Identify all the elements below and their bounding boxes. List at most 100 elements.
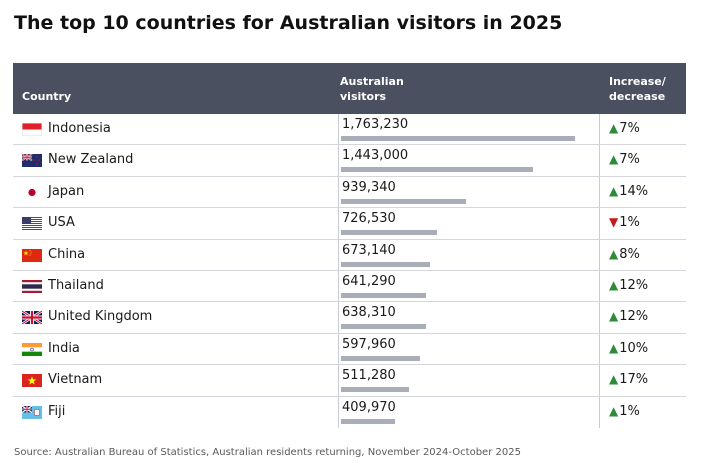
country-name: New Zealand [48, 152, 134, 168]
header-change-line2: decrease [609, 90, 666, 103]
table-header: Country Australian visitors Increase/ de… [13, 63, 686, 114]
triangle-up-icon: ▲ [609, 403, 619, 418]
visitors-cell: 1,443,000 [338, 145, 600, 176]
visitors-bar [341, 136, 575, 141]
change-value: 1% [619, 215, 640, 231]
change-cell: ▲1% [609, 404, 640, 419]
change-cell: ▲8% [609, 247, 640, 262]
visitors-value: 638,310 [342, 305, 396, 321]
visitors-bar [341, 418, 396, 424]
visitors-bar [341, 167, 533, 173]
chart-title: The top 10 countries for Australian visi… [14, 12, 563, 34]
visitors-cell: 511,280 [338, 365, 600, 396]
visitors-value: 1,763,230 [342, 117, 409, 132]
change-value: 12% [619, 277, 649, 293]
visitors-cell: 673,140 [338, 239, 600, 270]
triangle-up-icon: ▲ [609, 340, 619, 355]
change-value: 1% [619, 403, 640, 419]
header-visitors-line1: Australian [340, 75, 404, 88]
visitors-cell: 1,763,230 [338, 114, 600, 145]
india-flag-icon [22, 342, 42, 356]
table-row: New Zealand 1,443,000 ▲7% [13, 145, 686, 177]
change-cell: ▲12% [609, 278, 648, 293]
table-row: China 673,140 ▲8% [13, 239, 686, 271]
visitors-cell: 939,340 [338, 176, 600, 208]
usa-flag-icon [22, 217, 42, 231]
visitors-bar [341, 261, 431, 267]
visitors-cell: 597,960 [338, 333, 600, 365]
country-name: Vietnam [48, 372, 103, 388]
change-cell: ▲7% [609, 152, 640, 167]
country-name: United Kingdom [48, 309, 153, 325]
visitors-cell: 641,290 [338, 270, 600, 302]
country-name: Indonesia [48, 121, 111, 136]
change-value: 8% [619, 246, 640, 262]
country-name: USA [48, 215, 75, 231]
change-cell: ▲14% [609, 184, 648, 199]
visitors-value: 673,140 [342, 242, 396, 258]
china-flag-icon [22, 248, 42, 262]
triangle-up-icon: ▲ [609, 277, 619, 292]
change-value: 7% [619, 152, 640, 168]
change-cell: ▼1% [609, 215, 640, 230]
fiji-flag-icon [22, 405, 42, 419]
visitors-cell: 409,970 [338, 396, 600, 428]
change-cell: ▲17% [609, 372, 648, 387]
visitors-value: 939,340 [342, 179, 396, 195]
country-name: Fiji [48, 403, 66, 419]
new-zealand-flag-icon [22, 154, 42, 168]
change-value: 14% [619, 183, 649, 199]
header-change-line1: Increase/ [609, 75, 666, 88]
visitors-cell: 726,530 [338, 208, 600, 239]
change-value: 10% [619, 340, 649, 356]
table-row: Thailand 641,290 ▲12% [13, 270, 686, 303]
table-body: Indonesia 1,763,230 ▲7% New Zealand 1,443,00… [13, 114, 686, 428]
visitors-value: 641,290 [342, 273, 396, 289]
visitors-value: 409,970 [342, 399, 396, 415]
visitors-value: 1,443,000 [342, 148, 409, 164]
table-row: USA 726,530 ▼1% [13, 208, 686, 240]
table-row: Vietnam 511,280 ▲17% [13, 365, 686, 397]
header-visitors-line2: visitors [340, 90, 387, 103]
country-name: Japan [48, 183, 85, 199]
triangle-up-icon: ▲ [609, 372, 619, 387]
indonesia-flag-icon [22, 123, 42, 136]
triangle-up-icon: ▲ [609, 246, 619, 261]
country-name: Thailand [48, 277, 104, 293]
table-row: United Kingdom 638,310 ▲12% [13, 302, 686, 334]
country-name: China [48, 246, 86, 262]
change-cell: ▲7% [609, 121, 640, 136]
triangle-up-icon: ▲ [609, 183, 619, 198]
change-value: 12% [619, 309, 649, 325]
triangle-up-icon: ▲ [609, 309, 619, 324]
table-row: Japan 939,340 ▲14% [13, 176, 686, 209]
japan-flag-icon [22, 185, 42, 199]
header-country: Country [22, 90, 72, 103]
visitors-value: 597,960 [342, 336, 396, 352]
table-row: Indonesia 1,763,230 ▲7% [13, 114, 686, 146]
visitors-bar [341, 387, 409, 393]
change-cell: ▲12% [609, 309, 648, 324]
triangle-up-icon: ▲ [609, 152, 619, 167]
change-value: 7% [619, 121, 640, 136]
thailand-flag-icon [22, 279, 42, 293]
visitors-value: 511,280 [342, 368, 396, 384]
table-row: India 597,960 ▲10% [13, 333, 686, 366]
change-value: 17% [619, 372, 649, 388]
visitors-bar [341, 355, 421, 361]
visitors-bar [341, 292, 427, 298]
visitors-value: 726,530 [342, 211, 396, 227]
header-visitors: Australian visitors [340, 74, 430, 104]
visitors-table: Country Australian visitors Increase/ de… [13, 63, 686, 428]
visitors-cell: 638,310 [338, 302, 600, 333]
vietnam-flag-icon [22, 374, 42, 388]
header-change: Increase/ decrease [609, 74, 679, 104]
visitors-bar [341, 324, 426, 330]
triangle-down-icon: ▼ [609, 215, 619, 230]
visitors-bar [341, 230, 438, 236]
uk-flag-icon [22, 311, 42, 325]
change-cell: ▲10% [609, 341, 648, 356]
triangle-up-icon: ▲ [609, 121, 619, 135]
visitors-bar [341, 198, 466, 204]
country-name: India [48, 340, 80, 356]
